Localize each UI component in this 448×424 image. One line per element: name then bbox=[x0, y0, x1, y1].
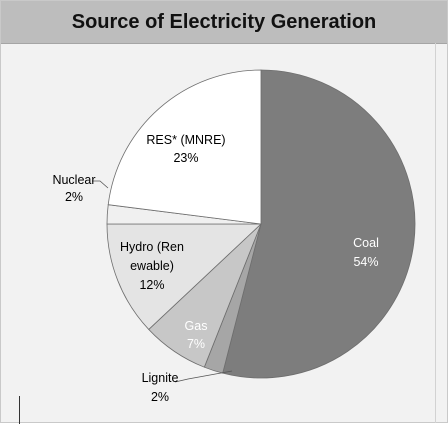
panel-left-edge bbox=[19, 396, 20, 424]
label-gas: Gas bbox=[185, 319, 208, 333]
pie-slices bbox=[106, 69, 416, 379]
leader-lines bbox=[92, 180, 233, 383]
label-hydro-line2: ewable) bbox=[130, 259, 174, 273]
pie-slice-hydro-ren-ewable bbox=[106, 223, 263, 330]
chart-title: Source of Electricity Generation bbox=[71, 11, 377, 33]
panel-divider bbox=[435, 43, 436, 423]
pie-slice-res-mnre bbox=[107, 69, 262, 225]
pct-gas: 7% bbox=[187, 337, 205, 351]
pct-nuclear: 2% bbox=[65, 190, 83, 204]
label-res: RES* (MNRE) bbox=[146, 133, 225, 147]
pct-res: 23% bbox=[173, 151, 198, 165]
title-bar bbox=[1, 1, 447, 44]
pct-coal: 54% bbox=[353, 255, 378, 269]
leader-nuclear bbox=[92, 180, 109, 189]
label-nuclear: Nuclear bbox=[52, 173, 95, 187]
leader-lignite bbox=[174, 370, 233, 383]
label-hydro-line1: Hydro (Ren bbox=[120, 240, 184, 254]
label-coal: Coal bbox=[353, 236, 379, 250]
label-lignite: Lignite bbox=[142, 371, 179, 385]
pct-lignite: 2% bbox=[151, 390, 169, 404]
pct-hydro: 12% bbox=[139, 278, 164, 292]
pie-slice-coal bbox=[222, 69, 416, 379]
